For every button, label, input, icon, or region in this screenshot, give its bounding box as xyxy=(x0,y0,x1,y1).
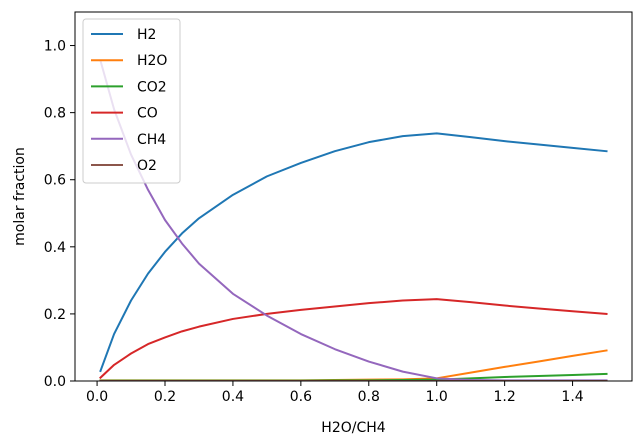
x-tick-label: 0.2 xyxy=(154,389,176,405)
x-tick-label: 1.0 xyxy=(426,389,448,405)
legend-items: H2 H2O CO2 CO CH4 O2 xyxy=(91,27,167,174)
legend-box xyxy=(82,18,181,184)
legend-label-o2: O2 xyxy=(137,158,157,174)
x-tick-label: 0.6 xyxy=(290,389,312,405)
y-axis-label: molar fraction xyxy=(12,147,28,246)
series-line-h2 xyxy=(99,132,608,373)
legend-label-co: CO xyxy=(137,106,158,122)
y-tick-label: 0.4 xyxy=(44,240,66,256)
x-axis-label: H2O/CH4 xyxy=(321,420,385,436)
y-tick-label: 0.0 xyxy=(44,374,66,390)
x-tick-label: 1.4 xyxy=(561,389,583,405)
x-tick-label: 0.8 xyxy=(358,389,380,405)
x-axis-ticks: 0.0 0.2 0.4 0.6 0.8 1.0 1.2 1.4 xyxy=(86,381,584,405)
legend-label-h2: H2 xyxy=(137,27,156,43)
plot-frame xyxy=(74,11,633,382)
y-tick-label: 0.2 xyxy=(44,307,66,323)
series-line-co xyxy=(99,298,608,380)
legend-label-h2o: H2O xyxy=(137,53,167,69)
legend-label-ch4: CH4 xyxy=(137,132,166,148)
legend-label-co2: CO2 xyxy=(137,79,167,95)
x-tick-label: 0.0 xyxy=(86,389,108,405)
x-tick-label: 1.2 xyxy=(494,389,516,405)
y-tick-label: 0.6 xyxy=(44,173,66,189)
legend: H2 H2O CO2 CO CH4 O2 xyxy=(82,18,181,184)
y-tick-label: 1.0 xyxy=(44,39,66,55)
x-tick-label: 0.4 xyxy=(222,389,244,405)
y-axis-ticks: 0.0 0.2 0.4 0.6 0.8 1.0 xyxy=(44,39,75,390)
y-tick-label: 0.8 xyxy=(44,106,66,122)
